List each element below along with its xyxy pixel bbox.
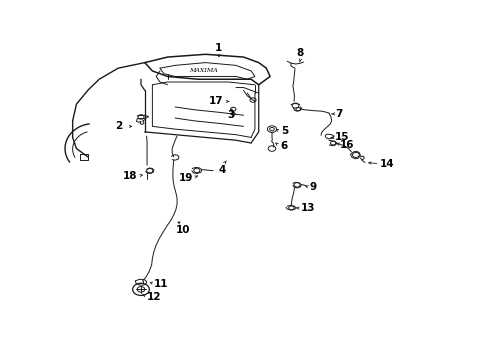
Text: 1: 1 <box>215 44 222 53</box>
Text: 2: 2 <box>115 121 122 131</box>
Text: 17: 17 <box>209 96 224 107</box>
Text: 14: 14 <box>380 159 395 169</box>
Text: 12: 12 <box>147 292 161 302</box>
Text: MAXIMA: MAXIMA <box>189 68 218 73</box>
Text: 9: 9 <box>310 183 317 192</box>
Text: 15: 15 <box>335 132 349 142</box>
Text: 13: 13 <box>300 203 315 213</box>
Text: 3: 3 <box>228 110 235 120</box>
Text: 8: 8 <box>297 48 304 58</box>
Text: 5: 5 <box>281 126 288 136</box>
Text: 11: 11 <box>154 279 169 288</box>
Text: 7: 7 <box>336 109 343 119</box>
Text: 19: 19 <box>179 173 194 183</box>
Text: 4: 4 <box>219 165 226 175</box>
Text: 18: 18 <box>122 171 137 181</box>
Text: 16: 16 <box>340 140 354 150</box>
Text: 10: 10 <box>175 225 190 235</box>
Text: 6: 6 <box>280 141 287 151</box>
